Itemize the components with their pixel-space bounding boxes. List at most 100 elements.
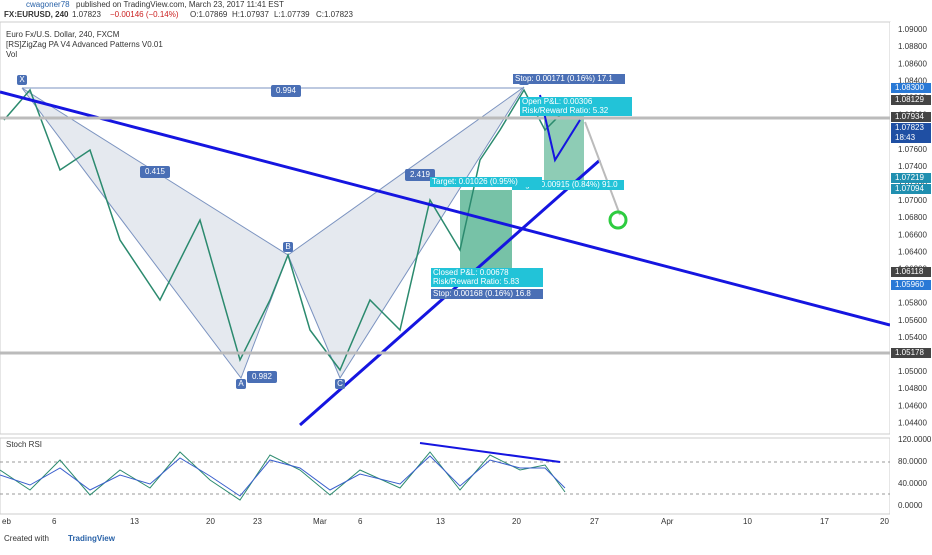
pattern-point-label: B bbox=[285, 242, 290, 251]
legend-item: Euro Fx/U.S. Dollar, 240, FXCM bbox=[6, 30, 120, 39]
pattern-point-label: A bbox=[238, 379, 244, 388]
time-tick-label: 17 bbox=[820, 517, 829, 526]
indicator-name: Stoch RSI bbox=[6, 440, 42, 449]
projection bbox=[539, 94, 581, 163]
price-tag bbox=[891, 83, 931, 93]
ratio-label: 2.419 bbox=[410, 170, 431, 179]
price-tag bbox=[891, 280, 931, 290]
price-tick-label: 1.08400 bbox=[898, 76, 927, 85]
price-tag bbox=[891, 133, 931, 143]
pattern-point bbox=[17, 75, 27, 85]
annotation-box bbox=[430, 177, 542, 187]
time-tick-label: 13 bbox=[436, 517, 445, 526]
price-tag bbox=[891, 184, 931, 194]
price-tag-label: 1.07823 bbox=[895, 123, 924, 132]
symbol: FX:EURUSD, 240 bbox=[4, 10, 69, 19]
price-tag-label: 1.05960 bbox=[895, 280, 924, 289]
footer-brand: TradingView bbox=[68, 534, 116, 543]
ratio-label: 0.994 bbox=[276, 86, 297, 95]
price-tag-label: 1.07934 bbox=[895, 112, 924, 121]
stoch-pane bbox=[0, 437, 891, 515]
price-tag bbox=[891, 348, 931, 358]
price-tick-label: 1.04600 bbox=[898, 401, 927, 410]
legend-item: [RS]ZigZag PA V4 Advanced Patterns V0.01 bbox=[6, 40, 163, 49]
time-tick-label: 13 bbox=[130, 517, 139, 526]
ratio-label: 0.982 bbox=[252, 372, 273, 381]
price-tag bbox=[891, 173, 931, 183]
time-tick-label: Mar bbox=[313, 517, 327, 526]
divergence-line bbox=[419, 442, 561, 463]
time-tick-label: 6 bbox=[52, 517, 57, 526]
pattern-point-label: X bbox=[19, 75, 25, 84]
pattern-point bbox=[236, 379, 246, 389]
price-tag bbox=[891, 123, 931, 133]
price-tag-label: 1.08129 bbox=[895, 95, 924, 104]
published: published on TradingView.com, March 23, … bbox=[76, 0, 284, 9]
price-tick-label: 1.07400 bbox=[898, 162, 927, 171]
price-tag-label: 1.07219 bbox=[895, 173, 924, 182]
price-tick-label: 1.07600 bbox=[898, 145, 927, 154]
price-tag-label: 1.08300 bbox=[895, 83, 924, 92]
time-tick-label: 10 bbox=[743, 517, 752, 526]
stoch-tick-label: 0.0000 bbox=[898, 501, 923, 510]
annotation-box bbox=[431, 268, 543, 278]
price-tick-label: 1.05000 bbox=[898, 367, 927, 376]
price-path bbox=[3, 88, 566, 372]
time-tick-label: 23 bbox=[253, 517, 262, 526]
annotation-box bbox=[513, 74, 625, 84]
stoch-tick-label: 120.0000 bbox=[898, 435, 932, 444]
time-tick-label: 20 bbox=[206, 517, 215, 526]
price-tick-label: 1.04800 bbox=[898, 384, 927, 393]
pattern-point-label: C bbox=[337, 379, 343, 388]
ratio-label: 0.415 bbox=[145, 167, 166, 176]
price-tag-label: 18:43 bbox=[895, 133, 916, 142]
time-tick-label: 27 bbox=[590, 517, 599, 526]
stoch-tick-label: 40.0000 bbox=[898, 479, 927, 488]
price-tick-label: 1.06400 bbox=[898, 247, 927, 256]
time-tick-label: 20 bbox=[512, 517, 521, 526]
projection bbox=[584, 121, 621, 216]
stoch-k bbox=[0, 451, 566, 501]
footer-created: Created with bbox=[4, 534, 49, 543]
annotation-box bbox=[431, 277, 543, 287]
annotation: Target: 0.01026 (0.95%) bbox=[432, 177, 518, 186]
ratio-box bbox=[140, 166, 170, 178]
price-tick-label: 1.07200 bbox=[898, 179, 927, 188]
annotation: Target: 0.00915 (0.84%) 91.0 bbox=[514, 180, 618, 189]
price-tag bbox=[891, 95, 931, 105]
price-tick-label: 1.05400 bbox=[898, 333, 927, 342]
time-tick-label: Apr bbox=[661, 517, 674, 526]
price-tick-label: 1.05600 bbox=[898, 316, 927, 325]
price-tag-label: 1.05178 bbox=[895, 348, 924, 357]
ratio-box bbox=[405, 169, 435, 181]
price-tick-label: 1.06600 bbox=[898, 230, 927, 239]
annotation-box bbox=[431, 289, 543, 299]
open: O:1.07869 bbox=[190, 10, 228, 19]
legend-item: Vol bbox=[6, 50, 17, 59]
pattern-point bbox=[335, 379, 345, 389]
time-tick-label: 20 bbox=[880, 517, 889, 526]
price-tag bbox=[891, 112, 931, 122]
price-tick-label: 1.07000 bbox=[898, 196, 927, 205]
price-tag-label: 1.07094 bbox=[895, 184, 924, 193]
annotation-box bbox=[520, 106, 632, 116]
price-tick-label: 1.08800 bbox=[898, 42, 927, 51]
ratio-box bbox=[271, 85, 301, 97]
time-tick-label: 6 bbox=[358, 517, 363, 526]
stoch-d bbox=[0, 455, 566, 497]
price-tag-label: 1.06118 bbox=[895, 267, 924, 276]
price-tick-label: 1.08600 bbox=[898, 59, 927, 68]
time-tick-label: eb bbox=[2, 517, 11, 526]
annotation: Open P&L: 0.00306 bbox=[522, 97, 593, 106]
change: −0.00146 (−0.14%) bbox=[110, 10, 179, 19]
annotation: Stop: 0.00171 (0.16%) 17.1 bbox=[515, 74, 613, 83]
annotation-box bbox=[520, 97, 632, 107]
price-tick-label: 1.06800 bbox=[898, 213, 927, 222]
stoch-tick-label: 80.0000 bbox=[898, 457, 927, 466]
quote-line: FX:EURUSD, 240 1.07823 −0.00146 (−0.14%)… bbox=[4, 10, 353, 19]
annotation: Risk/Reward Ratio: 5.83 bbox=[433, 277, 520, 286]
low: L:1.07739 bbox=[274, 10, 310, 19]
user: cwagoner78 bbox=[26, 0, 70, 9]
price-tick-label: 1.05800 bbox=[898, 299, 927, 308]
